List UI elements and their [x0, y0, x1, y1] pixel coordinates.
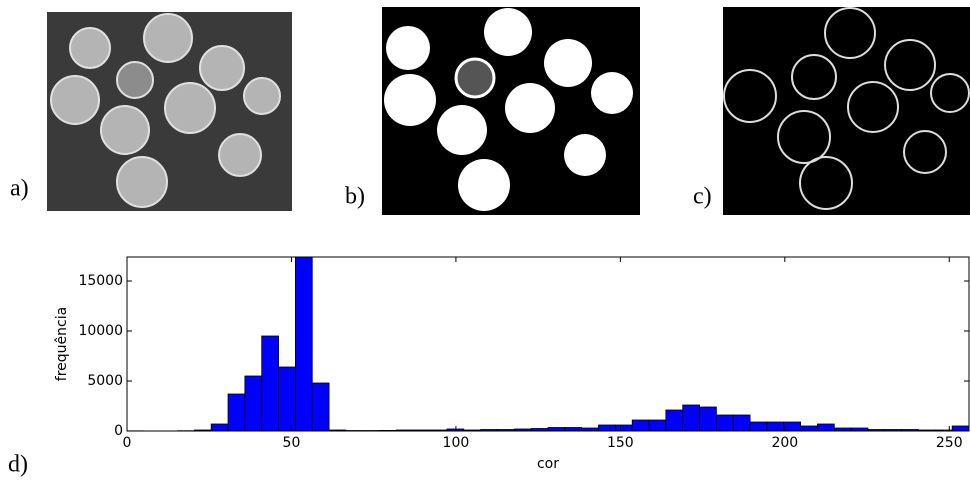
bar	[245, 376, 262, 431]
bar	[228, 394, 245, 431]
y-tick-label: 15000	[78, 273, 123, 289]
bar	[952, 426, 969, 431]
bar	[295, 257, 312, 431]
image-c	[723, 7, 970, 215]
x-axis-label: cor	[537, 456, 559, 472]
bar	[700, 407, 717, 431]
bar	[262, 336, 279, 431]
bar	[716, 415, 733, 431]
y-tick-label: 0	[114, 423, 123, 439]
x-tick-label: 50	[283, 435, 301, 451]
bar	[801, 426, 818, 431]
bar	[683, 405, 700, 431]
bar	[817, 424, 834, 431]
bar	[666, 410, 683, 431]
bar	[733, 415, 750, 431]
bar	[312, 383, 329, 431]
bar	[767, 422, 784, 431]
x-tick-label: 150	[607, 435, 634, 451]
panel-label: a)	[10, 176, 29, 202]
y-axis-label: frequência	[54, 307, 70, 381]
panel-label: b)	[345, 184, 365, 210]
bar	[649, 420, 666, 431]
bar	[565, 428, 582, 432]
x-tick-label: 0	[123, 435, 132, 451]
bar	[279, 367, 296, 431]
bar	[548, 428, 565, 432]
image-a	[47, 12, 292, 211]
bar	[750, 422, 767, 431]
panel-label: c)	[693, 184, 712, 210]
bar	[599, 425, 616, 431]
x-tick-label: 100	[443, 435, 470, 451]
bar	[615, 425, 632, 431]
y-tick-label: 10000	[78, 323, 123, 339]
bar	[784, 422, 801, 431]
bar	[211, 424, 228, 431]
y-tick-label: 5000	[87, 373, 123, 389]
bar	[632, 420, 649, 431]
image-b	[382, 7, 640, 215]
panel-label: d)	[8, 452, 28, 478]
x-tick-label: 250	[936, 435, 963, 451]
x-tick-label: 200	[771, 435, 798, 451]
